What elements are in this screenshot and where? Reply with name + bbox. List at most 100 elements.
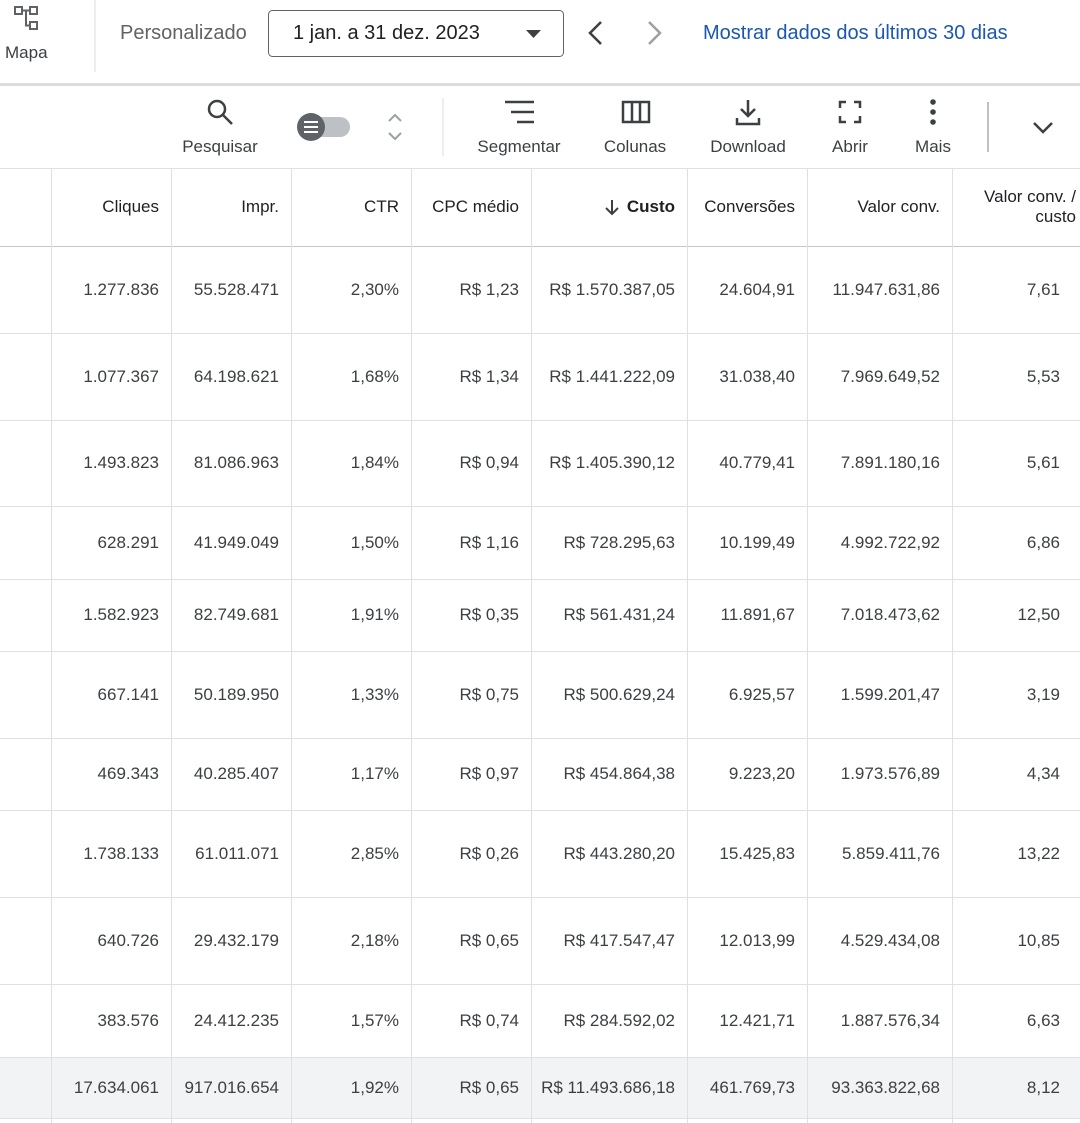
more-label[interactable]: Mais	[915, 137, 951, 156]
expand-chevron[interactable]	[1033, 122, 1053, 134]
table-cell: R$ 1,34	[459, 366, 519, 386]
table-cell: 7.969.649,52	[840, 366, 940, 386]
total-cell: R$ 11.493.686,18	[541, 1077, 675, 1097]
table-cell: 1,33%	[350, 684, 399, 704]
table-cell: 1.077.367	[83, 366, 159, 386]
column-header[interactable]: Cliques	[102, 197, 159, 216]
download-label[interactable]: Download	[710, 137, 786, 156]
table-cell: 628.291	[97, 532, 159, 552]
column-header[interactable]: Valor conv. / custo	[984, 187, 1076, 226]
table-cell: 31.038,40	[719, 366, 795, 386]
date-dropdown[interactable]	[268, 10, 564, 57]
column-header[interactable]: CTR	[364, 197, 399, 216]
table-cell: 9.223,20	[728, 764, 795, 783]
table-cell: R$ 284.592,02	[563, 1010, 675, 1030]
table-cell: 12,50	[1017, 605, 1060, 624]
next-arrow[interactable]	[648, 21, 662, 45]
download-icon[interactable]	[735, 100, 761, 126]
table-cell: 4.529.434,08	[840, 930, 940, 950]
table-cell: 1.582.923	[83, 605, 159, 624]
table-cell: 41.949.049	[193, 532, 279, 552]
last-30-days-link[interactable]: Mostrar dados dos últimos 30 dias	[703, 22, 1008, 44]
table-cell: R$ 0,75	[459, 684, 519, 704]
table-cell: 61.011.071	[195, 843, 279, 863]
table-cell: R$ 500.629,24	[563, 684, 675, 704]
table-cell: 10,85	[1017, 930, 1060, 950]
table-cell: 1.493.823	[83, 453, 159, 472]
table-cell: 29.432.179	[193, 930, 279, 950]
total-cell: 1,92%	[350, 1077, 399, 1097]
table-cell: R$ 728.295,63	[563, 532, 675, 552]
more-icon[interactable]	[930, 99, 936, 125]
table-cell: 1,50%	[350, 532, 399, 552]
open-icon[interactable]	[838, 100, 862, 124]
column-header[interactable]: Conversões	[704, 197, 795, 216]
date-range[interactable]: 1 jan. a 31 dez. 2023	[293, 22, 480, 44]
table-cell: 55.528.471	[193, 279, 279, 299]
table-cell: R$ 443.280,20	[563, 843, 675, 863]
total-cell: 917.016.654	[184, 1077, 279, 1097]
segment-icon[interactable]	[505, 100, 534, 124]
map-icon[interactable]	[14, 6, 38, 30]
table-cell: 6,86	[1026, 532, 1060, 552]
column-header[interactable]: Valor conv.	[857, 197, 940, 216]
table-cell: 5.859.411,76	[842, 843, 940, 863]
open-label[interactable]: Abrir	[832, 137, 868, 156]
table-cell: 667.141	[97, 684, 159, 704]
table-cell: R$ 0,74	[459, 1010, 519, 1030]
table-cell: 2,18%	[350, 930, 399, 950]
search-icon[interactable]	[207, 99, 233, 125]
table-cell: 12.013,99	[719, 930, 795, 950]
search-label[interactable]: Pesquisar	[182, 137, 258, 156]
table-cell: 383.576	[97, 1010, 159, 1030]
table-cell: 1.887.576,34	[840, 1010, 940, 1030]
table-cell: 1,84%	[350, 453, 399, 472]
table-cell: 40.285.407	[193, 764, 279, 783]
columns-icon[interactable]	[621, 100, 651, 124]
table-cell: 6.925,57	[728, 684, 795, 704]
table-cell: 1,91%	[350, 605, 399, 624]
table-cell: 1.599.201,47	[840, 684, 940, 704]
table-cell: R$ 1,16	[459, 532, 519, 552]
table-cell: 82.749.681	[193, 605, 279, 624]
table-cell: 11.947.631,86	[832, 279, 940, 299]
table-cell: 469.343	[97, 764, 159, 783]
table-cell: R$ 1.441.222,09	[549, 366, 675, 386]
table-cell: 7.018.473,62	[840, 605, 940, 624]
columns-label[interactable]: Colunas	[603, 137, 667, 156]
table-cell: 3,19	[1026, 684, 1060, 704]
table-cell: R$ 0,65	[459, 930, 519, 950]
table-cell: 6,63	[1026, 1010, 1060, 1030]
total-cell: 8,12	[1026, 1077, 1060, 1097]
table-cell: 81.086.963	[193, 453, 279, 472]
table-cell: 50.189.950	[193, 684, 279, 704]
total-cell: R$ 0,65	[459, 1077, 519, 1097]
total-cell: 461.769,73	[709, 1077, 795, 1097]
table-cell: 1,68%	[350, 366, 399, 386]
map-label[interactable]: Mapa	[5, 43, 48, 62]
table-cell: 1,17%	[350, 764, 399, 783]
table-cell: 11.891,67	[720, 605, 795, 624]
table-cell: 12.421,71	[719, 1010, 795, 1030]
table-cell: 4,34	[1026, 764, 1060, 783]
table-cell: 13,22	[1017, 843, 1060, 863]
table-cell: 2,85%	[350, 843, 399, 863]
table-cell: R$ 0,97	[459, 764, 519, 783]
column-header[interactable]: Custo	[626, 197, 675, 216]
dropdown-caret	[526, 30, 541, 38]
table-cell: 5,61	[1026, 453, 1060, 472]
table-cell: R$ 417.547,47	[563, 930, 675, 950]
column-header[interactable]: CPC médio	[432, 197, 519, 216]
sort-arrows[interactable]	[388, 113, 402, 141]
table-cell: 10.199,49	[719, 532, 795, 552]
table-cell: 5,53	[1026, 366, 1060, 386]
table-cell: R$ 454.864,38	[563, 764, 675, 783]
prev-arrow[interactable]	[588, 21, 602, 45]
column-header[interactable]: Impr.	[241, 197, 279, 216]
segment-label[interactable]: Segmentar	[477, 137, 561, 156]
table-cell: R$ 0,94	[459, 453, 519, 472]
table-cell: 24.412.235	[193, 1010, 279, 1030]
table-cell: 40.779,41	[719, 453, 795, 472]
table-cell: 2,30%	[350, 279, 399, 299]
